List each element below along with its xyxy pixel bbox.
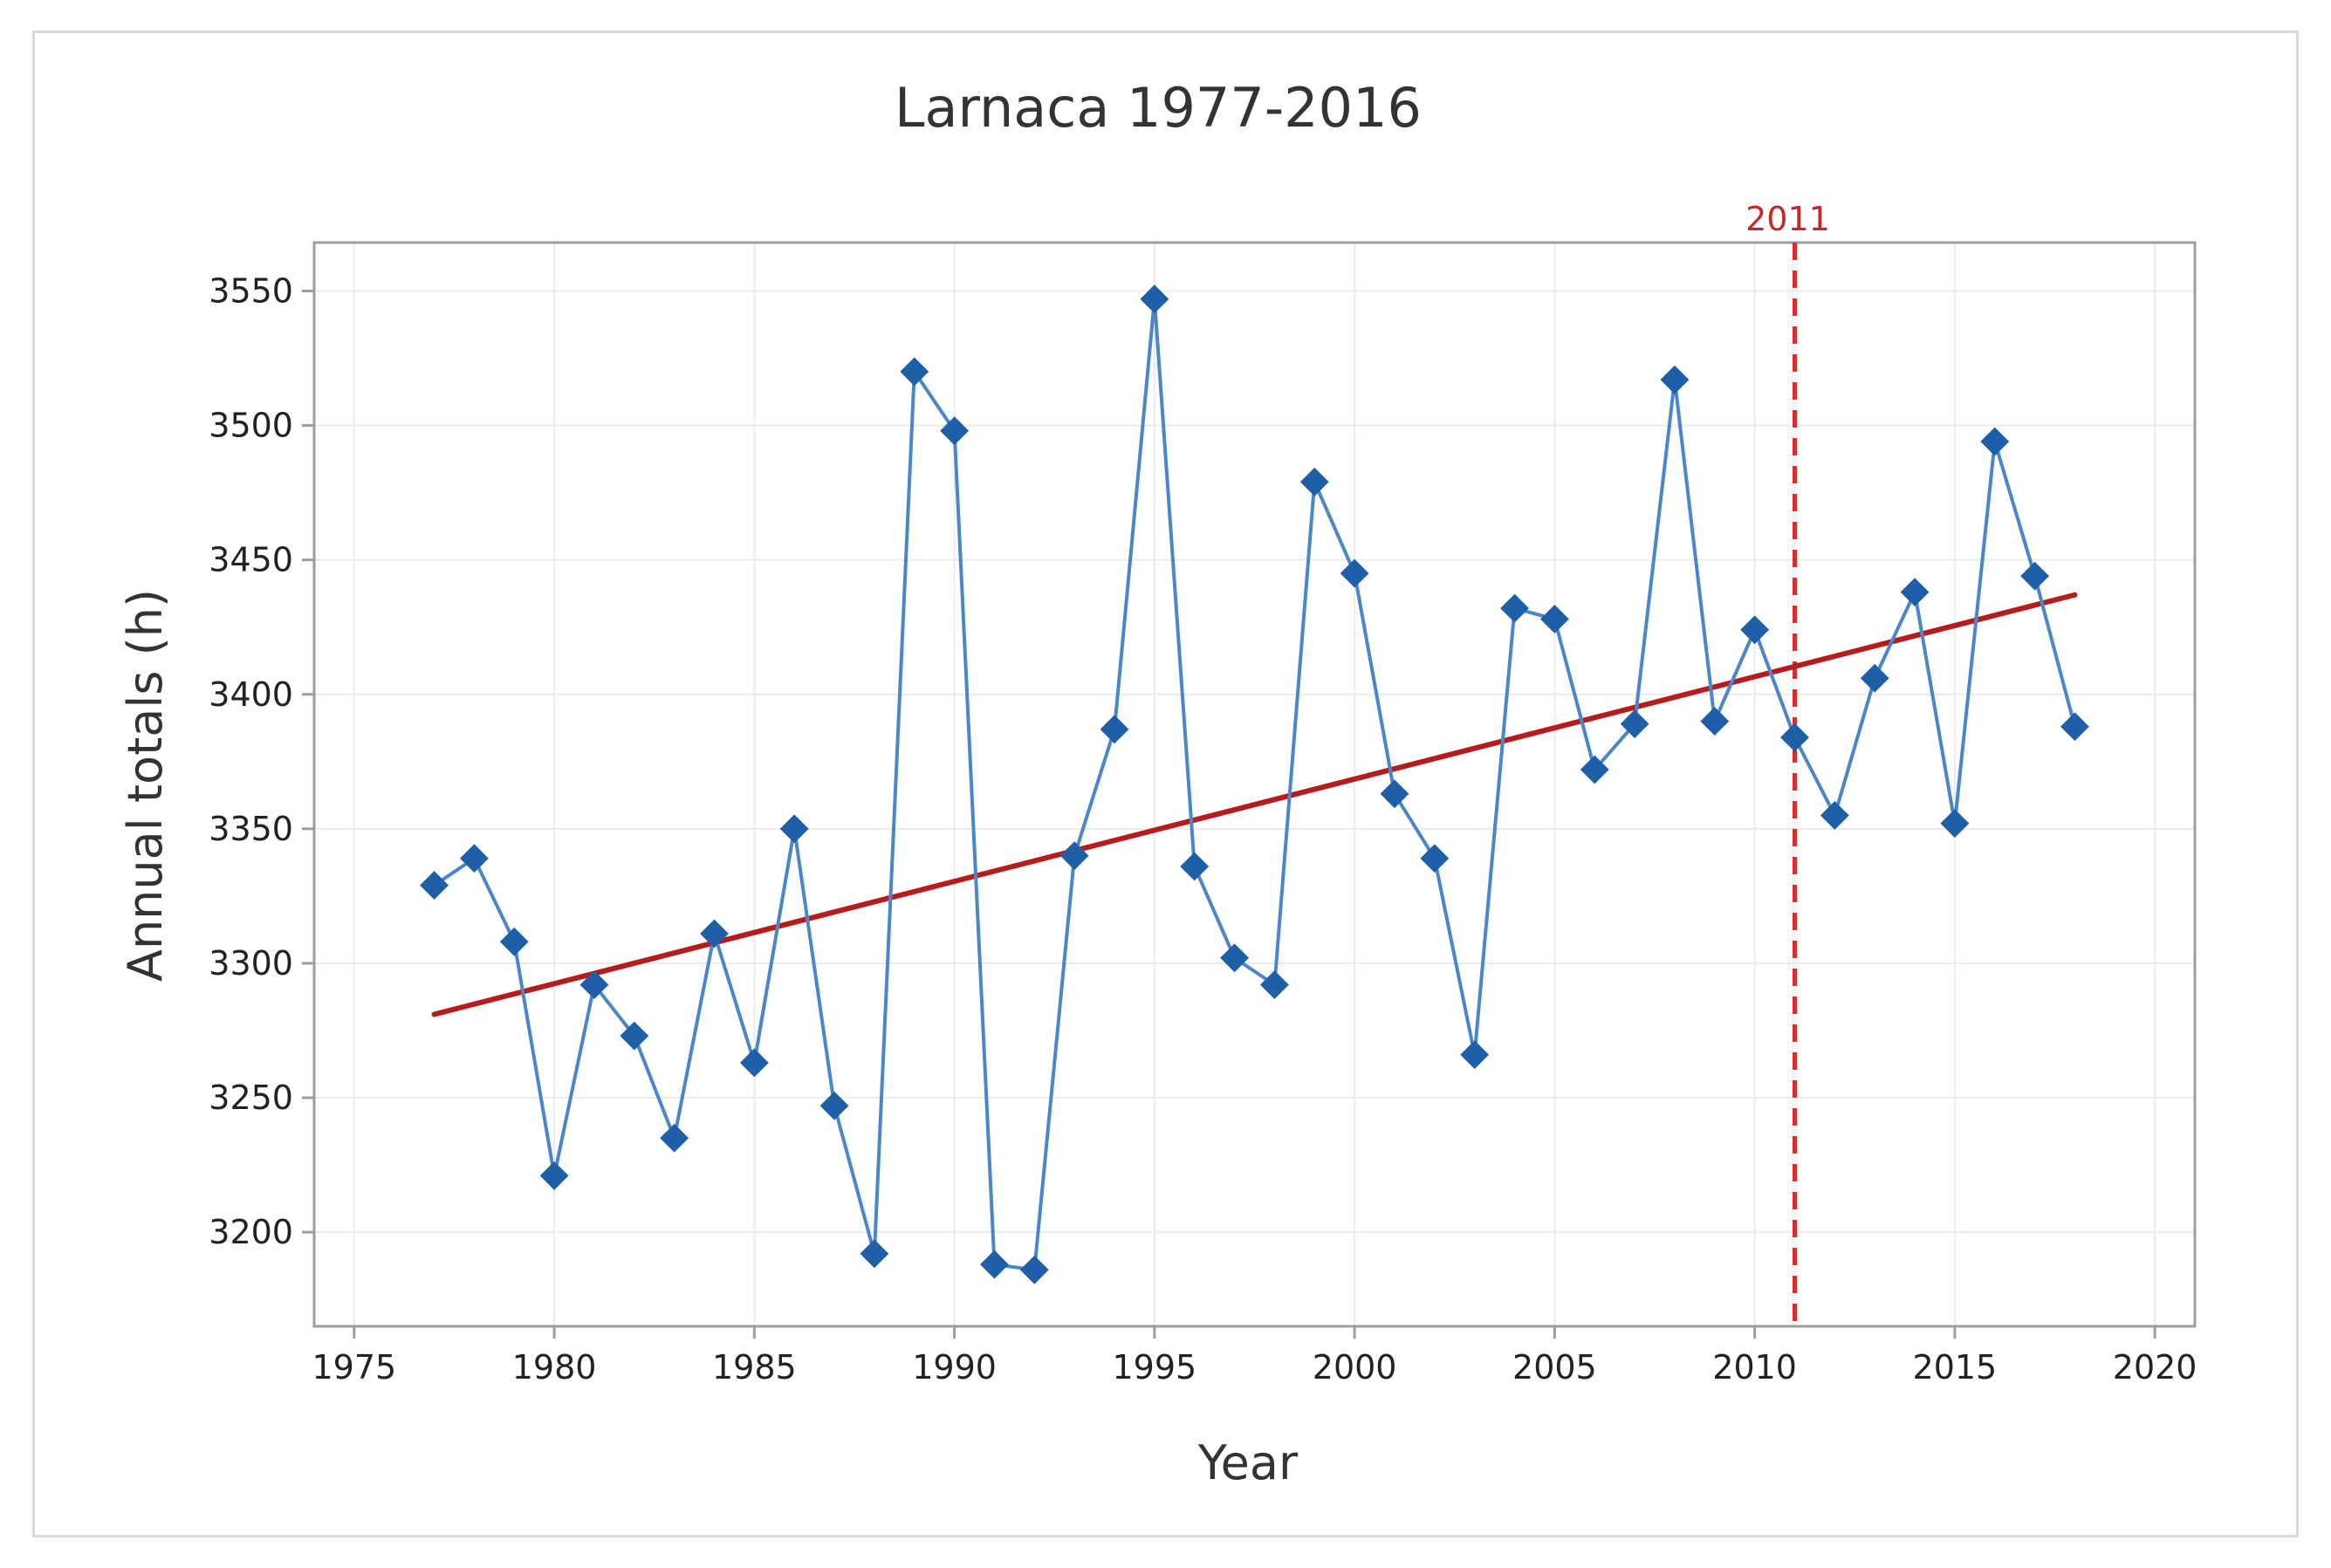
x-tick-label-2010: 2010 <box>1712 1348 1797 1387</box>
data-point-1999 <box>1299 467 1329 496</box>
data-point-1978 <box>459 844 489 873</box>
x-tick-label-1980: 1980 <box>512 1348 597 1387</box>
data-point-2015 <box>1940 809 1970 839</box>
x-tick-label-1985: 1985 <box>712 1348 797 1387</box>
data-point-2011 <box>1780 722 1809 752</box>
series-line <box>433 297 2077 1272</box>
y-tick-label-3450: 3450 <box>209 541 293 579</box>
data-point-2009 <box>1700 707 1730 736</box>
data-point-1981 <box>579 970 609 1000</box>
data-point-1977 <box>420 871 449 900</box>
data-point-1989 <box>900 357 929 387</box>
data-point-2012 <box>1820 801 1849 830</box>
y-tick-label-3250: 3250 <box>209 1078 293 1117</box>
data-point-2016 <box>1980 427 2010 456</box>
data-point-1982 <box>620 1021 649 1051</box>
trend-line-group <box>431 592 2078 1017</box>
trend-line <box>431 592 2078 1017</box>
data-point-2008 <box>1660 365 1690 394</box>
data-point-2003 <box>1460 1040 1490 1070</box>
y-tick-label-3350: 3350 <box>209 810 293 848</box>
data-point-1997 <box>1220 943 1249 973</box>
x-tick-label-2005: 2005 <box>1512 1348 1597 1387</box>
data-point-1994 <box>1100 715 1129 744</box>
data-point-1986 <box>779 814 809 844</box>
x-axis-ticks: 1975 1980 1985 1990 1995 2000 2005 2010 2015 2020 <box>312 1326 2197 1387</box>
annotation-label: 2011 <box>1745 200 1830 238</box>
data-point-1998 <box>1260 970 1289 1000</box>
data-point-1993 <box>1059 841 1089 871</box>
plot-area-border <box>312 241 2197 1328</box>
data-point-1991 <box>980 1250 1009 1279</box>
data-point-1985 <box>739 1048 769 1078</box>
y-axis-ticks: 3200 3250 3300 3350 3400 3450 3500 3550 <box>209 271 314 1251</box>
data-point-2018 <box>2060 712 2089 742</box>
x-tick-label-1995: 1995 <box>1113 1348 1197 1387</box>
data-point-1984 <box>700 919 729 948</box>
chart-frame <box>32 31 2299 1537</box>
data-point-1996 <box>1180 852 1210 881</box>
x-axis-title: Year <box>1197 1435 1299 1490</box>
data-point-2006 <box>1580 755 1609 784</box>
chart-title: Larnaca 1977-2016 <box>895 76 1422 140</box>
data-point-1980 <box>539 1161 569 1190</box>
data-point-1987 <box>819 1091 849 1120</box>
data-point-2000 <box>1340 558 1369 588</box>
x-tick-label-1990: 1990 <box>912 1348 997 1387</box>
data-point-1990 <box>940 416 970 446</box>
data-point-2013 <box>1860 663 1889 693</box>
y-tick-label-3200: 3200 <box>209 1213 293 1251</box>
x-tick-label-2000: 2000 <box>1313 1348 1397 1387</box>
data-point-1988 <box>860 1239 889 1269</box>
y-tick-label-3550: 3550 <box>209 271 293 310</box>
data-point-2014 <box>1900 578 1930 607</box>
data-point-2004 <box>1500 593 1529 623</box>
y-axis-title: Annual totals (h) <box>118 589 173 982</box>
y-tick-label-3300: 3300 <box>209 944 293 983</box>
x-tick-label-2015: 2015 <box>1913 1348 1998 1387</box>
data-point-2002 <box>1420 844 1450 873</box>
data-point-2017 <box>2020 561 2050 591</box>
data-point-2005 <box>1539 605 1569 633</box>
data-point-1983 <box>660 1123 689 1153</box>
data-point-2007 <box>1620 709 1649 739</box>
y-tick-label-3500: 3500 <box>209 407 293 445</box>
data-point-1979 <box>499 927 529 956</box>
data-point-1995 <box>1140 284 1169 314</box>
data-point-1992 <box>1019 1255 1049 1284</box>
data-point-2001 <box>1380 779 1409 809</box>
x-tick-label-1975: 1975 <box>312 1348 396 1387</box>
data-point-2010 <box>1740 615 1770 645</box>
annotation-2011: 2011 <box>1745 200 1830 1326</box>
y-tick-label-3400: 3400 <box>209 675 293 714</box>
gridlines <box>314 243 2195 1326</box>
x-tick-label-2020: 2020 <box>2113 1348 2197 1387</box>
series-annual-totals <box>420 284 2089 1284</box>
